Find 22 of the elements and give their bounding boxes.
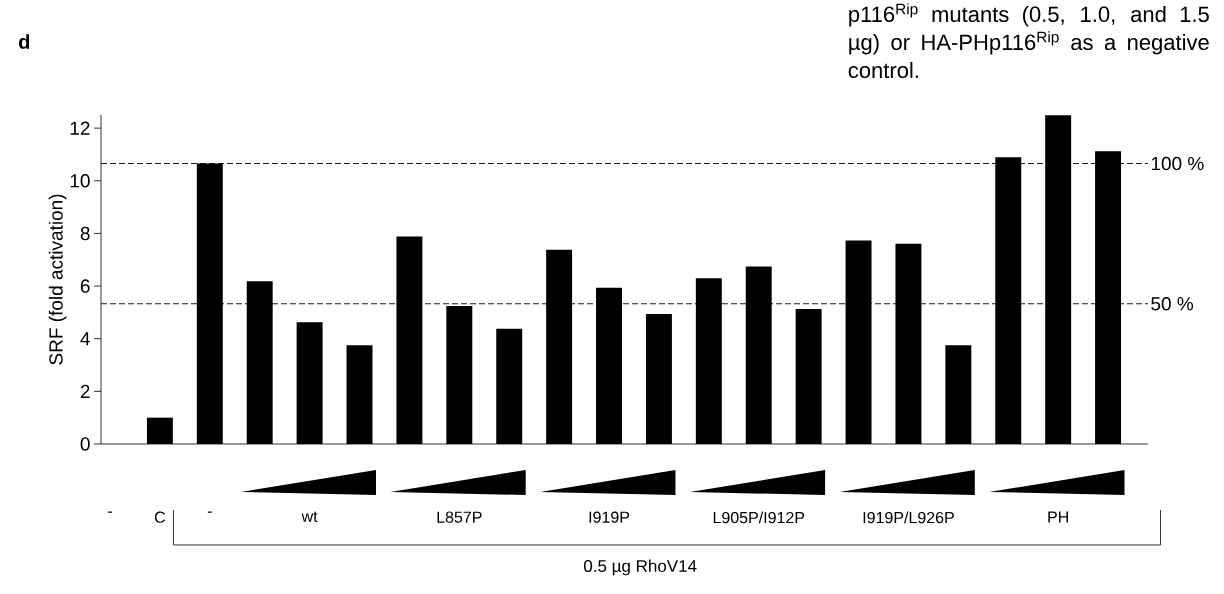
x-tick-label: PH — [1048, 511, 1068, 523]
x-tick-label: C — [154, 511, 166, 523]
y-tick-label: 4 — [80, 332, 90, 346]
y-tick-label: 6 — [80, 279, 90, 293]
y-tick-label: 2 — [80, 384, 90, 398]
text: p116$^{Rip}$ mutants (0.5, 1.0, and 1.5 µg) or HA-PHp116$^{Rip}$ as a negative control. — [848, 3, 1209, 79]
x-tick-label: I919P — [589, 511, 630, 523]
y-tick-label: 12 — [70, 121, 90, 135]
y-tick-label: 8 — [80, 226, 90, 241]
x-axis-title: 0.5 µg RhoV14 — [583, 559, 697, 576]
x-tick-label: - — [108, 511, 112, 513]
x-tick-label: - — [207, 511, 212, 513]
ref-line-label: 100 % — [1151, 156, 1204, 171]
x-tick-label: L857P — [437, 511, 482, 523]
y-axis-title: SRF (fold activation) — [48, 194, 67, 365]
ref-line-label: 50 % — [1151, 297, 1194, 311]
text: d — [19, 34, 30, 49]
x-tick-label: I919P/L926P — [863, 511, 954, 524]
y-tick-label: 10 — [70, 174, 90, 188]
x-tick-label: L905P/I912P — [713, 511, 805, 524]
x-tick-label: wt — [301, 511, 318, 522]
y-tick-label: 0 — [80, 437, 90, 451]
